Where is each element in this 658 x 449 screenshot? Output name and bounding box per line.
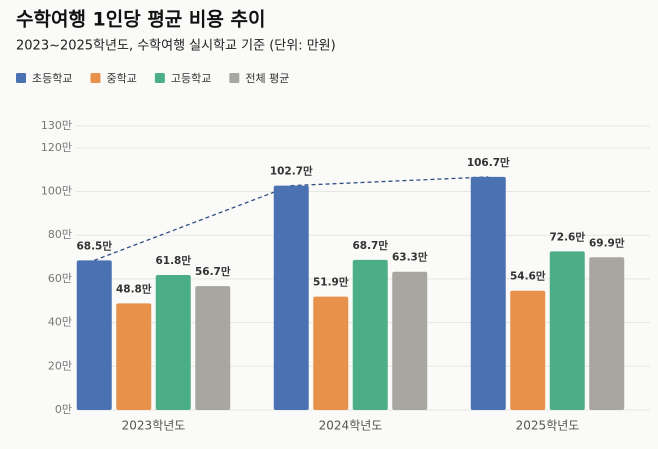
value-label: 68.7만: [352, 239, 388, 252]
y-tick-label: 120만: [41, 141, 72, 154]
bar: [116, 303, 152, 410]
x-tick-label: 2025학년도: [516, 419, 580, 433]
value-label: 102.7만: [270, 165, 313, 178]
bar: [352, 259, 388, 410]
bar: [392, 271, 428, 410]
value-label: 54.6만: [510, 270, 546, 283]
legend-label: 초등학교: [32, 72, 72, 85]
y-tick-label: 80만: [48, 228, 72, 241]
legend-swatch: [90, 73, 101, 83]
x-tick-label: 2024학년도: [319, 419, 383, 433]
x-tick-label: 2023학년도: [122, 419, 186, 433]
y-tick-label: 0만: [55, 403, 72, 416]
value-label: 72.6만: [549, 230, 585, 243]
value-label: 48.8만: [116, 282, 152, 295]
y-tick-label: 100만: [41, 185, 72, 198]
legend-swatch: [16, 73, 26, 83]
value-label: 63.3만: [392, 251, 428, 264]
bar: [589, 257, 625, 410]
y-tick-label: 20만: [48, 359, 72, 372]
legend-swatch: [229, 73, 240, 83]
bar: [273, 185, 309, 410]
bar: [195, 286, 231, 410]
y-tick-label: 130만: [41, 119, 72, 132]
bar: [313, 296, 349, 410]
value-label: 106.7만: [467, 156, 510, 169]
legend-label: 고등학교: [171, 72, 211, 85]
chart-title: 수학여행 1인당 평균 비용 추이: [16, 9, 265, 31]
chart-subtitle: 2023~2025학년도, 수학여행 실시학교 기준 (단위: 만원): [16, 38, 336, 54]
y-tick-label: 40만: [48, 316, 72, 329]
legend-label: 중학교: [106, 72, 136, 85]
value-label: 61.8만: [155, 254, 191, 267]
value-label: 68.5만: [76, 239, 112, 252]
bar: [510, 290, 546, 410]
legend-swatch: [154, 73, 165, 83]
bar: [155, 274, 191, 410]
bar: [549, 251, 585, 410]
bar: [470, 176, 506, 410]
value-label: 51.9만: [313, 276, 349, 289]
value-label: 69.9만: [589, 236, 625, 249]
bar: [76, 260, 112, 410]
legend-label: 전체 평균: [245, 72, 289, 85]
y-tick-label: 60만: [48, 272, 72, 285]
value-label: 56.7만: [195, 265, 231, 278]
